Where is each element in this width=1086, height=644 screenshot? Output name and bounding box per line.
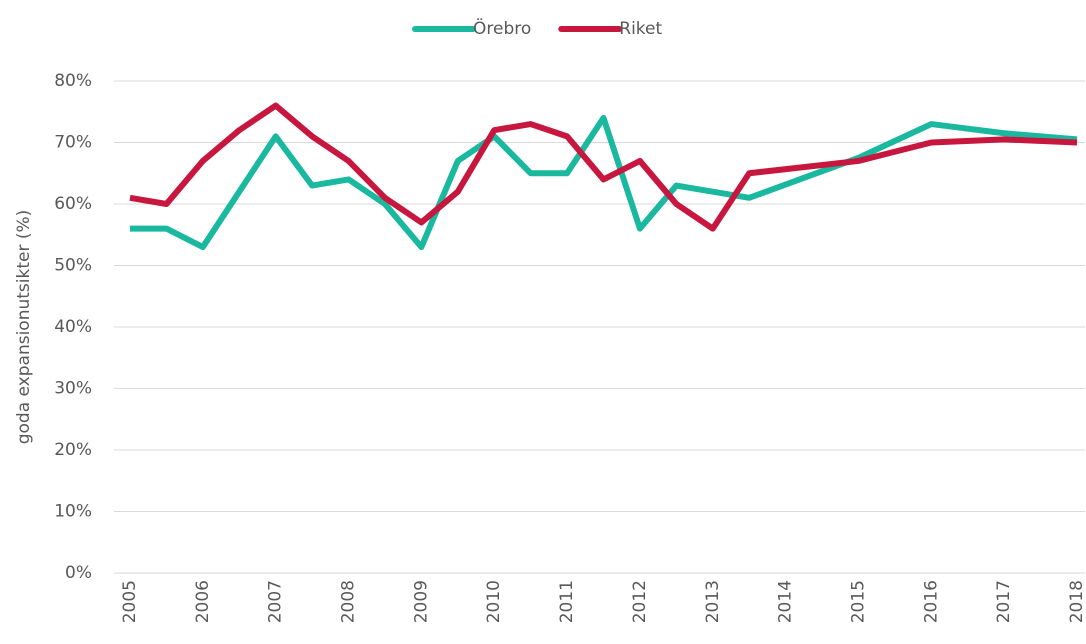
series-line (129, 102, 1078, 232)
y-tick-label: 70% (54, 133, 92, 153)
legend-label: Örebro (473, 17, 531, 39)
y-tick-label: 80% (54, 71, 92, 91)
x-tick-label: 2005 (120, 580, 140, 623)
x-tick-label: 2012 (630, 580, 650, 623)
x-tick-label: 2017 (994, 580, 1014, 623)
y-tick-label: 30% (54, 379, 92, 399)
y-tick-label: 40% (54, 317, 92, 337)
y-tick-label: 20% (54, 440, 92, 460)
y-tick-label: 10% (54, 502, 92, 522)
x-tick-label: 2016 (921, 580, 941, 623)
x-tick-label: 2007 (266, 580, 286, 623)
x-tick-label: 2018 (1067, 580, 1086, 623)
series-line (130, 114, 1078, 251)
y-tick-label: 0% (65, 563, 92, 583)
legend-label: Riket (619, 19, 662, 39)
x-tick-label: 2010 (484, 580, 504, 623)
x-tick-label: 2006 (193, 580, 213, 623)
x-tick-label: 2009 (411, 580, 431, 623)
x-tick-label: 2014 (776, 580, 796, 623)
y-axis-label: goda expansionutsikter (%) (14, 210, 34, 445)
y-tick-label: 50% (54, 256, 92, 276)
x-tick-label: 2011 (557, 580, 577, 623)
x-tick-label: 2013 (703, 580, 723, 623)
x-tick-label: 2015 (848, 580, 868, 623)
y-tick-label: 60% (54, 194, 92, 214)
x-tick-label: 2008 (339, 580, 359, 623)
